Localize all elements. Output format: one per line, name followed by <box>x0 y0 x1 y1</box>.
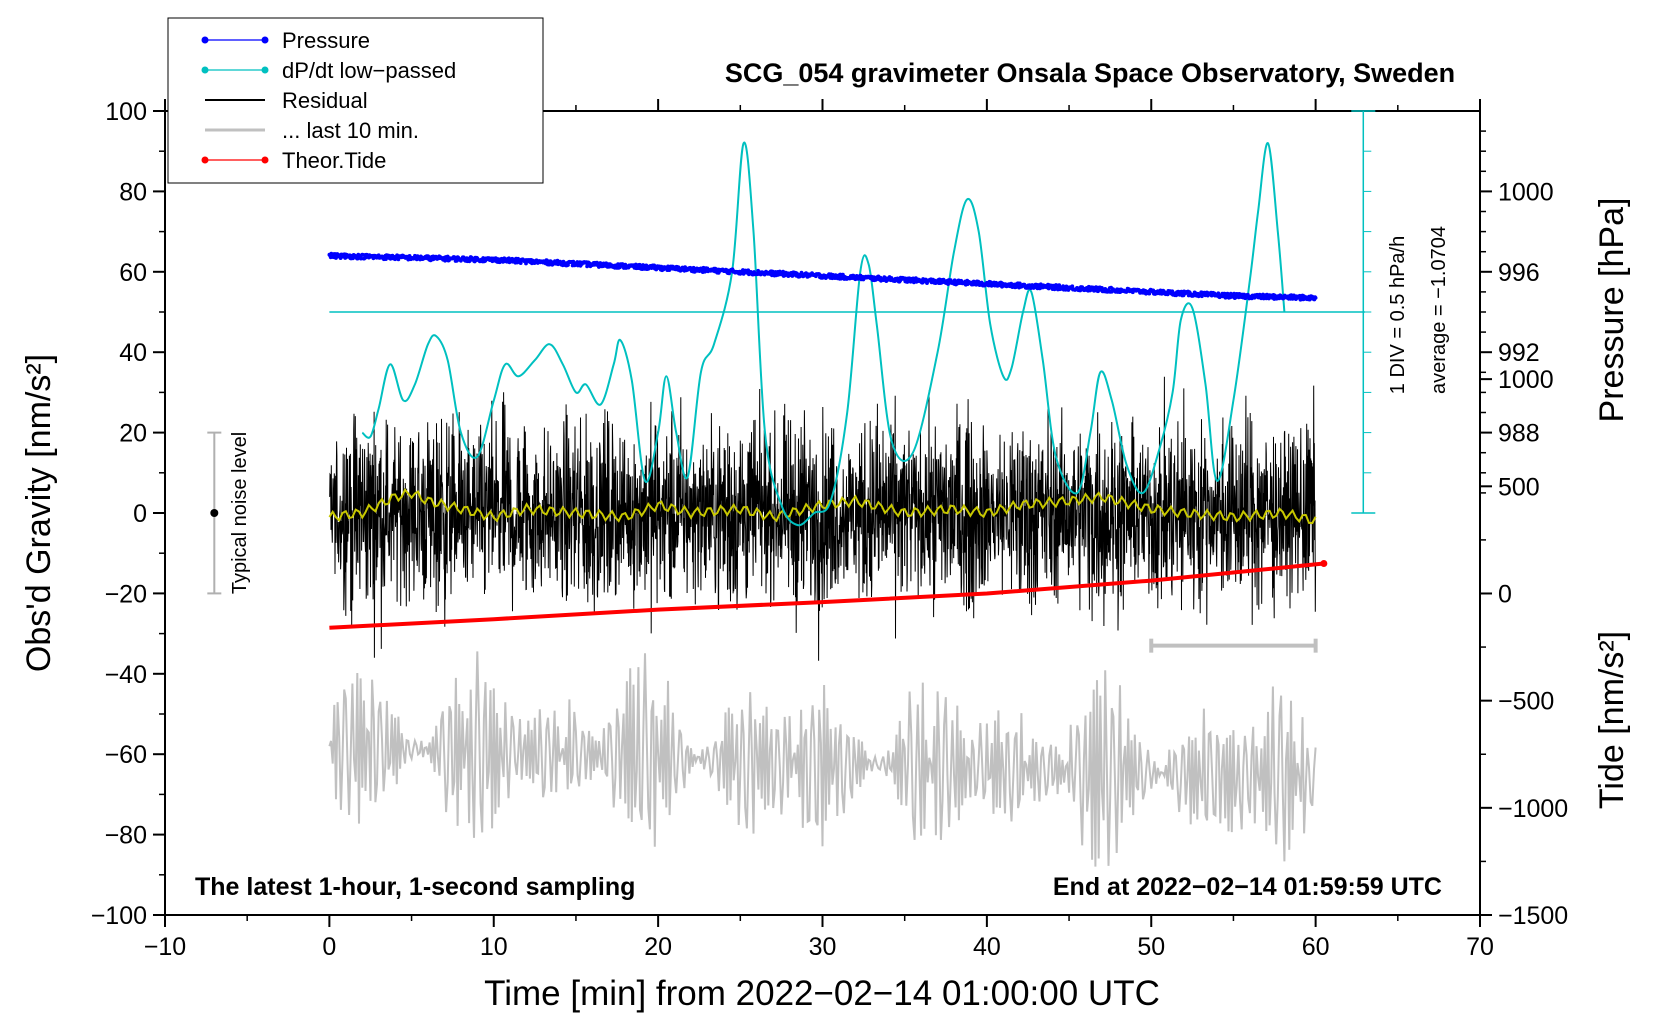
y-tick-label: −20 <box>105 580 147 608</box>
pressure-point <box>946 282 950 286</box>
x-tick-label: 20 <box>644 933 672 961</box>
legend-pressure-marker <box>261 36 269 44</box>
residual-smoothed-line <box>328 488 1317 525</box>
x-tick-label: 0 <box>322 933 336 961</box>
legend: Pressure dP/dt low−passed Residual ... l… <box>167 17 544 184</box>
y-tick-label: 80 <box>119 178 147 206</box>
legend-tide-label: Theor.Tide <box>282 148 386 173</box>
y-axis-label: Obs'd Gravity [nm/s²] <box>20 354 58 672</box>
last-10-min-line <box>328 651 1317 867</box>
x-axis-label: Time [min] from 2022−02−14 01:00:00 UTC <box>484 974 1160 1013</box>
x-tick-label: 40 <box>973 933 1001 961</box>
annotation-bottom-right: End at 2022−02−14 01:59:59 UTC <box>1053 873 1442 901</box>
legend-pressure-label: Pressure <box>282 28 370 53</box>
dpdt-line <box>361 141 1286 527</box>
tide-axis-label: Tide [nm/s²] <box>1593 631 1631 809</box>
tide-end-marker <box>1320 559 1328 567</box>
legend-pressure-marker <box>201 36 209 44</box>
y-tick-label: −100 <box>91 902 147 930</box>
y-tick-label: 60 <box>119 259 147 287</box>
y-tick-label: −60 <box>105 741 147 769</box>
noise-bar-marker <box>210 509 219 517</box>
pressure-axis-label: Pressure [hPa] <box>1593 198 1631 423</box>
pressure-point <box>1147 291 1152 296</box>
noise-level-label: Typical noise level <box>229 432 251 594</box>
pressure-point <box>1313 296 1318 300</box>
tide-tick-label: −1500 <box>1498 902 1568 930</box>
pressure-tick-label: 988 <box>1498 420 1540 448</box>
tide-tick-label: −1000 <box>1498 795 1568 823</box>
y-tick-label: 40 <box>119 339 147 367</box>
x-tick-label: 70 <box>1466 933 1494 961</box>
pressure-point <box>518 261 523 265</box>
pressure-point <box>359 256 363 261</box>
y-tick-label: 20 <box>119 420 147 448</box>
legend-tide-marker <box>261 156 269 164</box>
tick-layer: −10 0 10 20 30 40 50 60 70−100−80−60−40−20020406… <box>91 98 1569 961</box>
y-tick-label: 0 <box>133 500 147 528</box>
legend-residual-label: Residual <box>282 88 368 113</box>
pressure-point <box>598 261 603 265</box>
x-tick-label: −10 <box>144 933 186 961</box>
x-tick-label: 50 <box>1137 933 1165 961</box>
tide-tick-label: 0 <box>1498 580 1512 608</box>
tide-tick-label: −500 <box>1498 688 1554 716</box>
pressure-point <box>1267 296 1271 301</box>
legend-tide-marker <box>201 156 209 164</box>
pressure-point <box>1174 293 1179 298</box>
x-tick-label: 10 <box>480 933 508 961</box>
pressure-point <box>384 257 388 261</box>
tide-tick-label: 500 <box>1498 473 1540 501</box>
x-tick-label: 60 <box>1302 933 1330 961</box>
pressure-point <box>1200 294 1204 299</box>
dpdt-average-label: average = −1.0704 <box>1428 226 1450 394</box>
pressure-point <box>1070 284 1075 289</box>
tide-tick-label: 1000 <box>1498 366 1554 394</box>
residual-line <box>329 376 1317 661</box>
legend-last10-label: ... last 10 min. <box>282 118 419 143</box>
annotation-bottom-left: The latest 1-hour, 1-second sampling <box>195 873 635 901</box>
chart-title: SCG_054 gravimeter Onsala Space Observat… <box>725 58 1455 88</box>
pressure-tick-label: 992 <box>1498 339 1540 367</box>
legend-dpdt-marker <box>261 66 269 74</box>
y-tick-label: 100 <box>105 98 147 126</box>
legend-dpdt-label: dP/dt low−passed <box>282 58 456 83</box>
pressure-series <box>327 251 1318 302</box>
series-layer <box>207 110 1376 867</box>
pressure-tick-label: 1000 <box>1498 178 1554 206</box>
tide-line <box>329 561 1324 630</box>
legend-dpdt-marker <box>201 66 209 74</box>
dpdt-scale-label: 1 DIV = 0.5 hPa/h <box>1387 236 1409 394</box>
pressure-point <box>1233 295 1238 300</box>
y-tick-label: −80 <box>105 822 147 850</box>
x-tick-label: 30 <box>809 933 837 961</box>
y-tick-label: −40 <box>105 661 147 689</box>
pressure-point <box>905 280 910 284</box>
pressure-tick-label: 996 <box>1498 259 1540 287</box>
